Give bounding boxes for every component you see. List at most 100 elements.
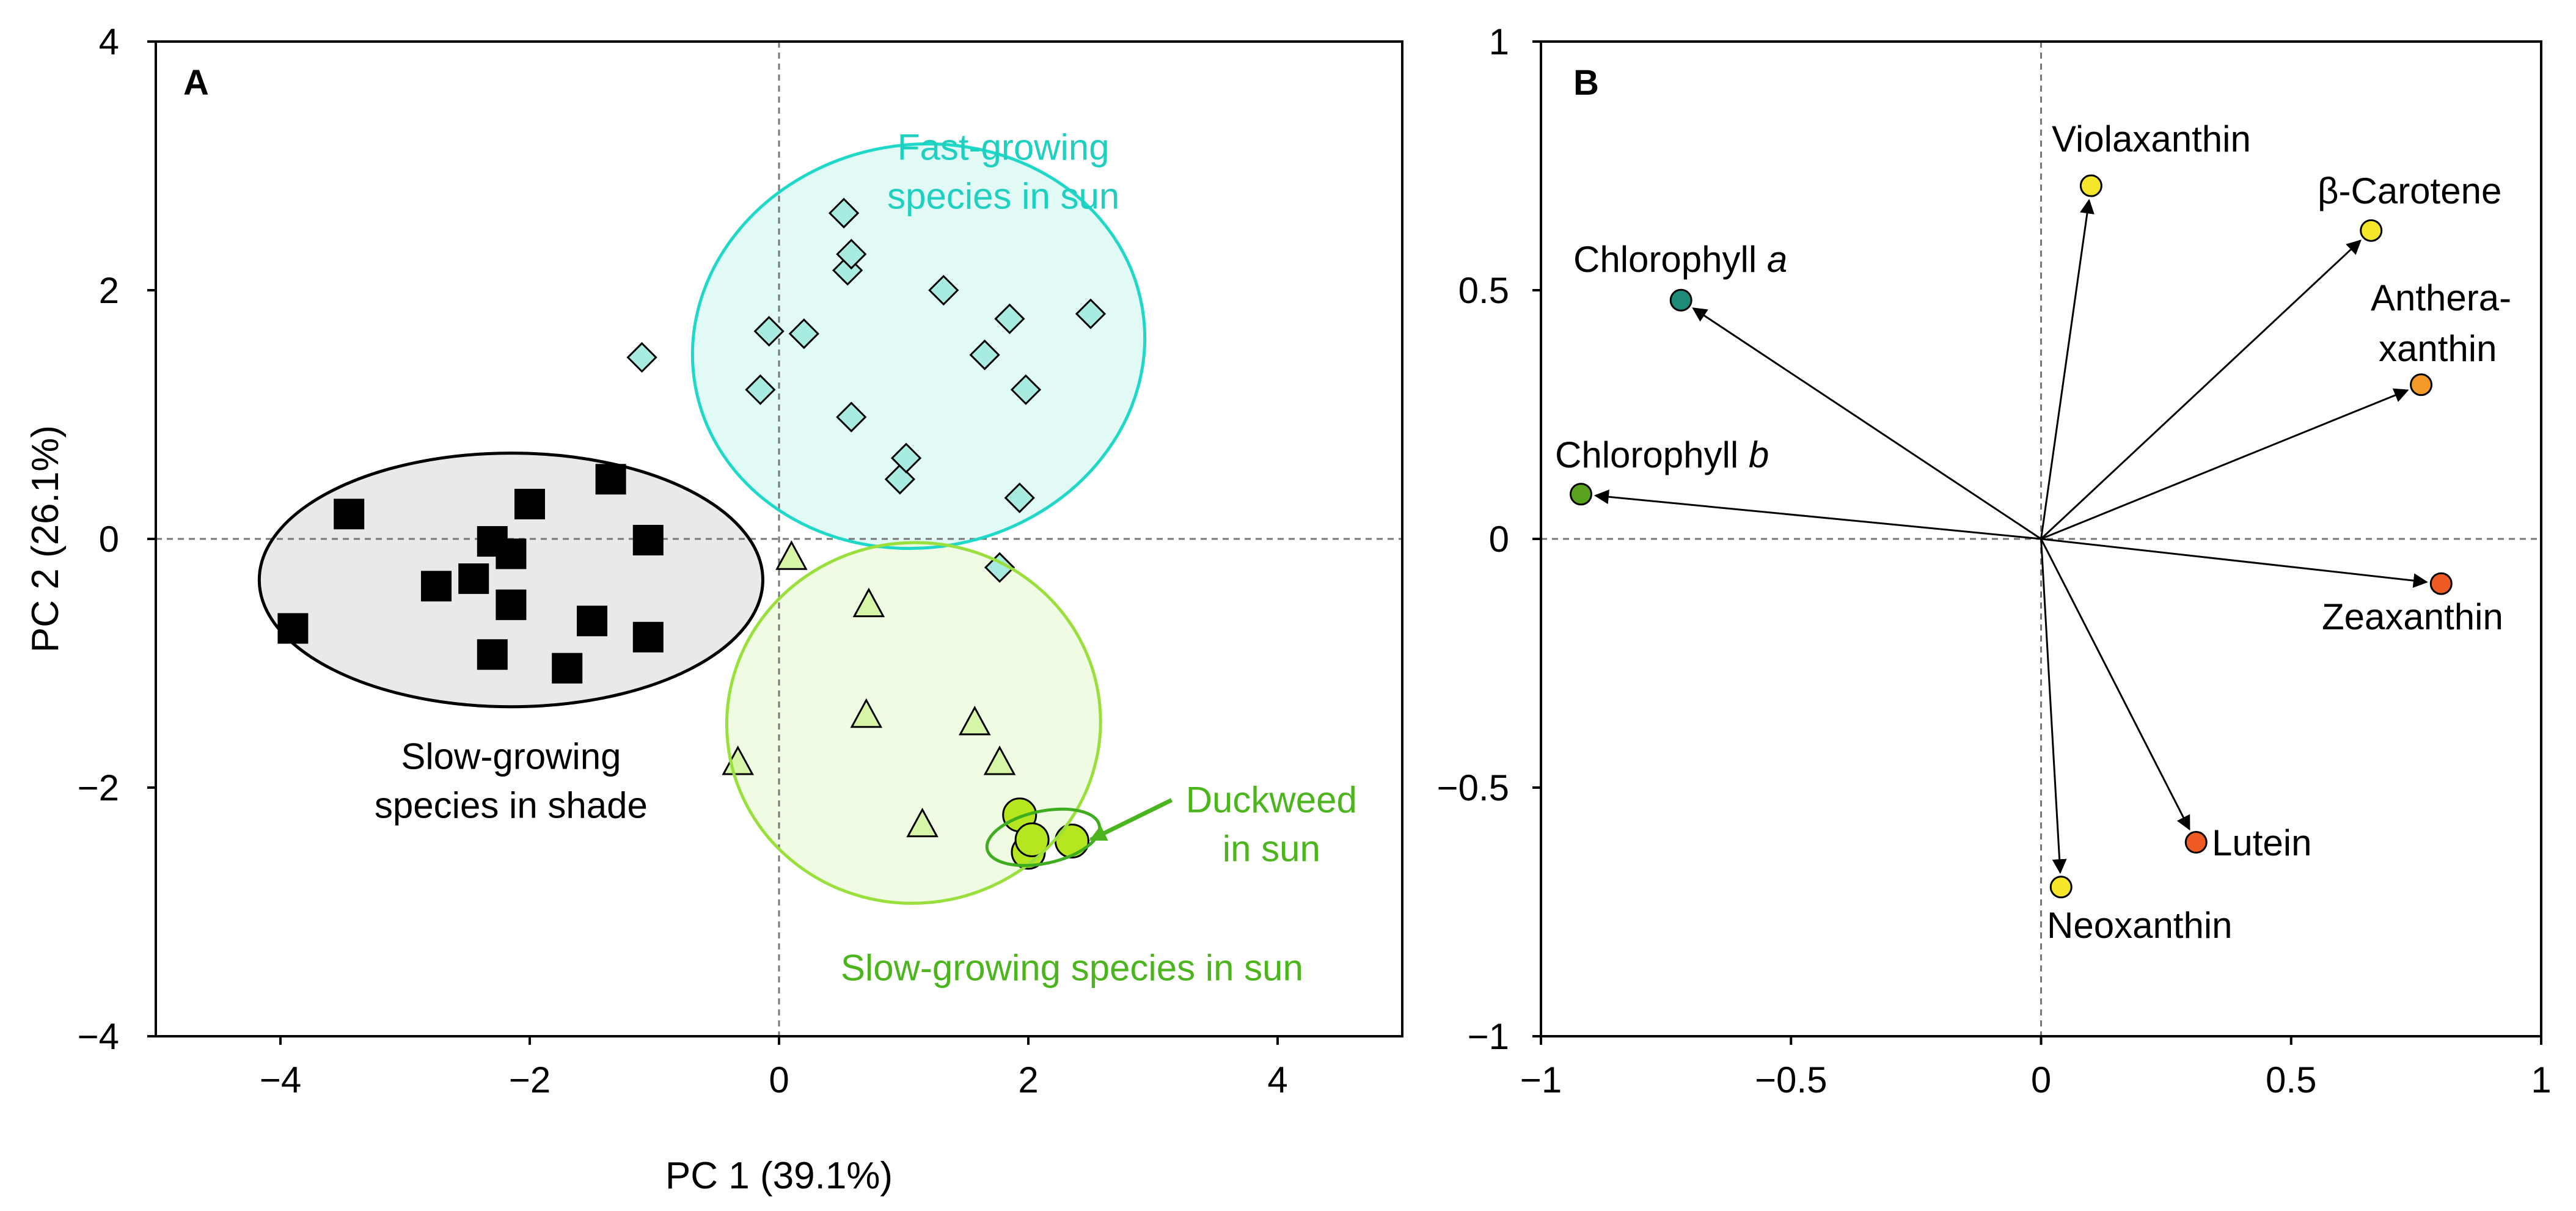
point-square — [496, 538, 527, 569]
loading-arrow — [2040, 538, 2067, 874]
x-tick-label: −1 — [1520, 1059, 1562, 1100]
y-tick-label: −4 — [78, 1016, 119, 1057]
label-chlorophyll-a: Chlorophyll a — [1573, 239, 1787, 280]
point-circle — [1014, 822, 1050, 857]
cluster-annotation: in sun — [1223, 829, 1320, 869]
point-diamond — [1010, 374, 1042, 405]
cluster-annotation: species in shade — [375, 785, 648, 825]
x-tick-label: 4 — [1267, 1059, 1287, 1100]
panel-b-ticks: −1 −0.5 0 0.5 1 −1 −0.5 0 0.5 1 — [1437, 21, 2552, 1100]
loading-arrow — [1594, 489, 2041, 540]
point-diamond — [753, 316, 785, 347]
cluster-annotation: Fast-growing — [898, 126, 1110, 167]
point-triangle — [775, 540, 808, 570]
point-diamond — [626, 342, 657, 373]
panel-a-points — [277, 197, 1107, 870]
cluster-annotation: Slow-growing species in sun — [841, 947, 1303, 988]
point-diamond — [1075, 298, 1107, 329]
label-beta-carotene: β-Carotene — [2318, 170, 2501, 211]
point-diamond — [836, 238, 867, 270]
point-diamond — [890, 442, 922, 474]
cluster-ellipse-fill — [259, 453, 763, 707]
panel-a-x-axis-label: PC 1 (39.1%) — [665, 1155, 893, 1197]
point-square — [496, 589, 527, 620]
loading-arrow — [2040, 240, 2362, 540]
loading-arrow — [2040, 388, 2409, 540]
y-tick-label: −2 — [78, 767, 119, 808]
x-tick-label: 0 — [769, 1059, 789, 1100]
panel-a-annotations: Fast-growing species in sun Slow-growing sp… — [375, 126, 1357, 988]
label-antheraxanthin-line2: xanthin — [2379, 328, 2497, 369]
label-violaxanthin: Violaxanthin — [2052, 119, 2251, 159]
cluster-ellipse — [257, 452, 764, 709]
x-tick-label: −0.5 — [1755, 1059, 1827, 1100]
point-square — [421, 571, 452, 602]
cluster-ellipse-fill — [692, 144, 1145, 549]
point-square — [577, 606, 607, 637]
loading-arrow — [1692, 307, 2042, 540]
point-square — [334, 499, 365, 530]
point-triangle — [959, 706, 991, 736]
x-tick-label: 0 — [2031, 1059, 2051, 1100]
cluster-annotation: Duckweed — [1186, 780, 1357, 821]
loading-point — [2049, 876, 2073, 899]
x-tick-label: −4 — [260, 1059, 301, 1100]
point-diamond — [994, 303, 1025, 334]
label-chlorophyll-b: Chlorophyll b — [1555, 434, 1769, 475]
point-square — [632, 621, 664, 653]
y-tick-label: 0 — [99, 519, 119, 560]
loading-point — [2429, 572, 2453, 595]
point-diamond — [1004, 482, 1035, 513]
cluster-annotation: species in sun — [887, 175, 1119, 216]
point-square — [514, 489, 545, 520]
point-diamond — [836, 401, 867, 433]
point-square — [458, 563, 489, 595]
loading-arrow — [2041, 538, 2428, 588]
label-neoxanthin: Neoxanthin — [2047, 905, 2233, 946]
duckweed-arrow — [1089, 798, 1173, 842]
panel-a-y-axis-label: PC 2 (26.1%) — [24, 425, 67, 653]
panel-b-label: B — [1573, 63, 1599, 103]
panel-a-label: A — [183, 63, 209, 103]
loading-arrow — [2040, 538, 2190, 831]
point-triangle — [852, 587, 885, 618]
panel-b-loading-arrows — [1594, 199, 2428, 874]
point-diamond — [969, 339, 1000, 370]
loading-point — [2184, 831, 2208, 854]
point-square — [595, 464, 626, 495]
point-square — [552, 653, 583, 684]
label-zeaxanthin: Zeaxanthin — [2322, 596, 2503, 637]
panel-a-ellipse-outlines — [257, 142, 1147, 905]
point-diamond — [788, 318, 819, 349]
y-tick-label: 0.5 — [1458, 270, 1509, 311]
y-tick-label: −0.5 — [1437, 767, 1509, 808]
point-diamond — [928, 274, 959, 306]
panel-a-ticks: −4 −2 0 2 4 −4 −2 0 2 4 — [78, 21, 1288, 1100]
loading-point — [1569, 483, 1592, 506]
loading-point — [2079, 174, 2102, 197]
y-tick-label: 1 — [1489, 21, 1509, 62]
y-tick-label: 0 — [1489, 519, 1509, 560]
y-tick-label: 4 — [99, 21, 119, 62]
panel-b: −1 −0.5 0 0.5 1 −1 −0.5 0 0.5 1 B Chlorophyll a C… — [1437, 21, 2552, 1100]
x-tick-label: 2 — [1018, 1059, 1038, 1100]
point-triangle — [983, 745, 1016, 775]
label-lutein: Lutein — [2212, 822, 2311, 863]
panel-a-ellipses — [259, 144, 1145, 904]
panel-b-loading-points — [1569, 174, 2453, 899]
cluster-ellipse — [690, 142, 1147, 551]
point-square — [477, 639, 508, 670]
x-tick-label: −2 — [509, 1059, 551, 1100]
loading-point — [2410, 373, 2433, 397]
loading-point — [1669, 288, 1692, 312]
point-circle — [1054, 824, 1089, 859]
label-antheraxanthin-line1: Anthera- — [2371, 277, 2511, 318]
x-tick-label: 1 — [2531, 1059, 2551, 1100]
point-square — [632, 525, 664, 556]
point-triangle — [850, 698, 883, 728]
y-tick-label: 2 — [99, 270, 119, 311]
x-tick-label: 0.5 — [2266, 1059, 2316, 1100]
cluster-annotation: Slow-growing — [401, 736, 621, 777]
point-square — [277, 613, 309, 644]
